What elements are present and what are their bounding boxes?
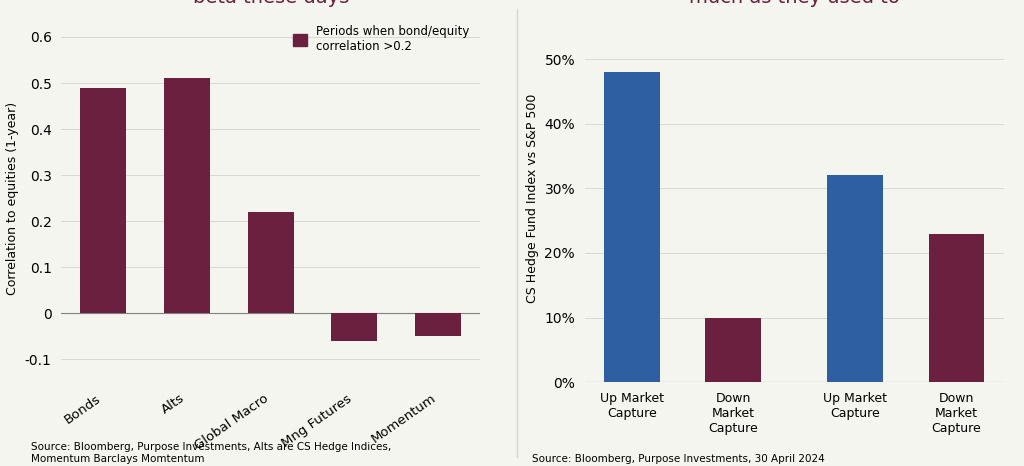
Bar <box>248 212 294 313</box>
Text: Source: Bloomberg, Purpose Investments, 30 April 2024: Source: Bloomberg, Purpose Investments, … <box>532 454 825 464</box>
Bar <box>415 313 461 336</box>
Title: Some alts deliver diversification
as well, but many carry strong
beta these days: Some alts deliver diversification as wel… <box>114 0 428 7</box>
Text: Source: Bloomberg, Purpose Investments, Alts are CS Hedge Indices,
Momentum Barc: Source: Bloomberg, Purpose Investments, … <box>31 442 391 464</box>
Bar <box>929 233 984 382</box>
Y-axis label: CS Hedge Fund Index vs S&P 500: CS Hedge Fund Index vs S&P 500 <box>525 93 539 303</box>
Bar <box>604 72 659 382</box>
Legend: Periods when bond/equity
correlation >0.2: Periods when bond/equity correlation >0.… <box>288 20 474 57</box>
Y-axis label: Correlation to equities (1-year): Correlation to equities (1-year) <box>6 102 19 295</box>
Bar <box>164 78 210 313</box>
Bar <box>827 175 883 382</box>
Title: Alternatives still offer
diversification, but not nearly as
much as they used to: Alternatives still offer diversification… <box>636 0 952 7</box>
Bar <box>81 88 127 313</box>
Bar <box>332 313 378 341</box>
Bar <box>706 317 761 382</box>
